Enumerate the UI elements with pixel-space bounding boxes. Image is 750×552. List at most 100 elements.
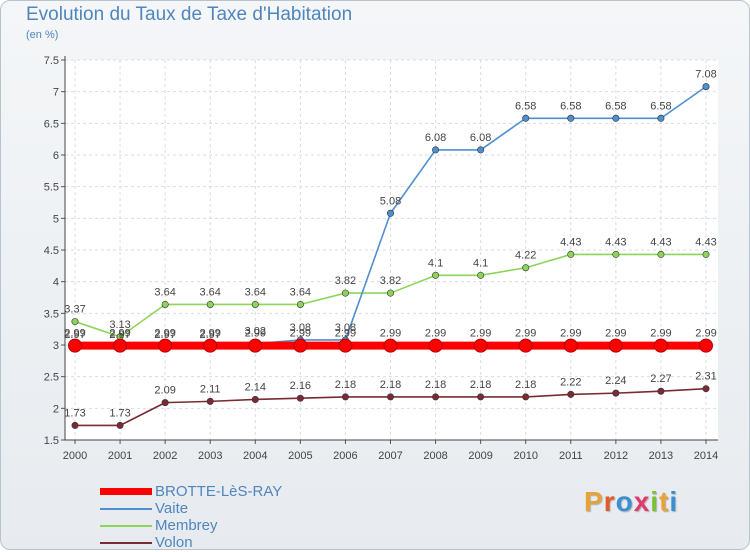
data-point-1 bbox=[522, 114, 530, 122]
data-label-3: 2.31 bbox=[695, 371, 716, 383]
y-tick-label: 7 bbox=[53, 87, 59, 99]
data-point-2 bbox=[477, 271, 485, 279]
data-label-3: 2.22 bbox=[560, 376, 581, 388]
data-label-2: 3.13 bbox=[109, 319, 130, 331]
data-label-3: 2.27 bbox=[650, 373, 671, 385]
y-tick-label: 2 bbox=[53, 403, 59, 415]
data-point-0 bbox=[293, 338, 308, 353]
data-point-3 bbox=[567, 390, 575, 398]
data-label-0: 2.99 bbox=[154, 328, 175, 340]
data-label-2: 4.43 bbox=[695, 236, 716, 248]
data-point-1 bbox=[477, 146, 485, 154]
data-label-0: 2.99 bbox=[695, 328, 716, 340]
data-point-3 bbox=[612, 389, 620, 397]
data-point-3 bbox=[657, 387, 665, 395]
x-tick-label: 2012 bbox=[604, 450, 628, 462]
data-label-1: 6.58 bbox=[515, 100, 536, 112]
x-tick-label: 2004 bbox=[243, 450, 267, 462]
data-point-2 bbox=[386, 289, 394, 297]
data-label-1: 2.97 bbox=[154, 329, 175, 341]
data-point-3 bbox=[296, 394, 304, 402]
data-point-3 bbox=[522, 393, 530, 401]
data-label-1: 7.08 bbox=[695, 69, 716, 81]
data-label-2: 3.82 bbox=[335, 275, 356, 287]
y-tick-label: 4 bbox=[53, 277, 59, 289]
y-tick-label: 6 bbox=[53, 150, 59, 162]
data-point-2 bbox=[522, 264, 530, 272]
data-label-1: 3.08 bbox=[335, 322, 356, 334]
legend-swatch bbox=[100, 542, 152, 544]
data-point-0 bbox=[203, 338, 218, 353]
data-label-2: 4.43 bbox=[560, 236, 581, 248]
legend-label: Membrey bbox=[155, 517, 218, 534]
data-label-3: 2.14 bbox=[245, 381, 266, 393]
data-label-0: 2.99 bbox=[515, 328, 536, 340]
data-point-2 bbox=[296, 300, 304, 308]
data-point-2 bbox=[657, 250, 665, 258]
data-point-0 bbox=[518, 338, 533, 353]
data-label-0: 2.99 bbox=[650, 328, 671, 340]
x-tick-label: 2008 bbox=[423, 450, 447, 462]
data-label-2: 4.1 bbox=[473, 257, 488, 269]
data-label-2: 3.82 bbox=[380, 275, 401, 287]
legend-label: Vaite bbox=[155, 500, 189, 517]
data-label-2: 4.43 bbox=[605, 236, 626, 248]
data-label-0: 2.99 bbox=[380, 328, 401, 340]
data-label-1: 6.58 bbox=[560, 100, 581, 112]
legend-swatch bbox=[100, 488, 152, 495]
data-point-3 bbox=[251, 395, 259, 403]
x-tick-label: 2007 bbox=[378, 450, 402, 462]
data-label-1: 6.58 bbox=[605, 100, 626, 112]
data-label-2: 3.37 bbox=[64, 304, 85, 316]
data-point-3 bbox=[161, 399, 169, 407]
y-tick-label: 7.5 bbox=[44, 55, 59, 67]
legend-label: Volon bbox=[155, 534, 193, 551]
x-tick-label: 2002 bbox=[153, 450, 177, 462]
data-point-3 bbox=[206, 397, 214, 405]
data-label-1: 5.08 bbox=[380, 195, 401, 207]
data-label-0: 2.99 bbox=[560, 328, 581, 340]
data-point-3 bbox=[341, 393, 349, 401]
data-label-0: 2.99 bbox=[425, 328, 446, 340]
x-tick-label: 2001 bbox=[108, 450, 132, 462]
data-point-0 bbox=[383, 338, 398, 353]
x-tick-label: 2000 bbox=[63, 450, 87, 462]
data-point-1 bbox=[657, 114, 665, 122]
data-label-1: 3.02 bbox=[245, 326, 266, 338]
y-tick-label: 5 bbox=[53, 213, 59, 225]
data-point-0 bbox=[158, 338, 173, 353]
data-point-2 bbox=[567, 250, 575, 258]
data-label-2: 4.22 bbox=[515, 250, 536, 262]
data-point-0 bbox=[473, 338, 488, 353]
data-label-1: 6.08 bbox=[470, 132, 491, 144]
x-tick-label: 2009 bbox=[468, 450, 492, 462]
data-point-0 bbox=[563, 338, 578, 353]
chart-title: Evolution du Taux de Taxe d'Habitation bbox=[26, 4, 353, 25]
data-point-1 bbox=[567, 114, 575, 122]
data-point-1 bbox=[386, 209, 394, 217]
data-point-1 bbox=[432, 146, 440, 154]
x-tick-label: 2003 bbox=[198, 450, 222, 462]
y-tick-label: 2.5 bbox=[44, 372, 59, 384]
data-point-3 bbox=[116, 421, 124, 429]
data-point-2 bbox=[341, 289, 349, 297]
data-label-3: 2.18 bbox=[470, 379, 491, 391]
data-label-1: 2.97 bbox=[109, 329, 130, 341]
x-tick-label: 2014 bbox=[694, 450, 718, 462]
data-label-0: 2.99 bbox=[335, 328, 356, 340]
data-point-0 bbox=[699, 338, 713, 353]
data-point-3 bbox=[386, 393, 394, 401]
data-label-3: 2.16 bbox=[290, 380, 311, 392]
data-label-1: 2.97 bbox=[200, 329, 221, 341]
data-label-2: 4.1 bbox=[428, 257, 443, 269]
data-label-2: 3.64 bbox=[154, 286, 175, 298]
legend-label: BROTTE-LèS-RAY bbox=[155, 483, 283, 500]
chart-subtitle: (en %) bbox=[26, 29, 59, 41]
y-tick-label: 3.5 bbox=[44, 308, 59, 320]
x-tick-label: 2010 bbox=[513, 450, 537, 462]
data-label-2: 3.64 bbox=[290, 286, 311, 298]
data-point-0 bbox=[653, 338, 668, 353]
data-point-3 bbox=[477, 393, 485, 401]
data-label-3: 1.73 bbox=[64, 407, 85, 419]
data-label-0: 2.99 bbox=[109, 328, 130, 340]
